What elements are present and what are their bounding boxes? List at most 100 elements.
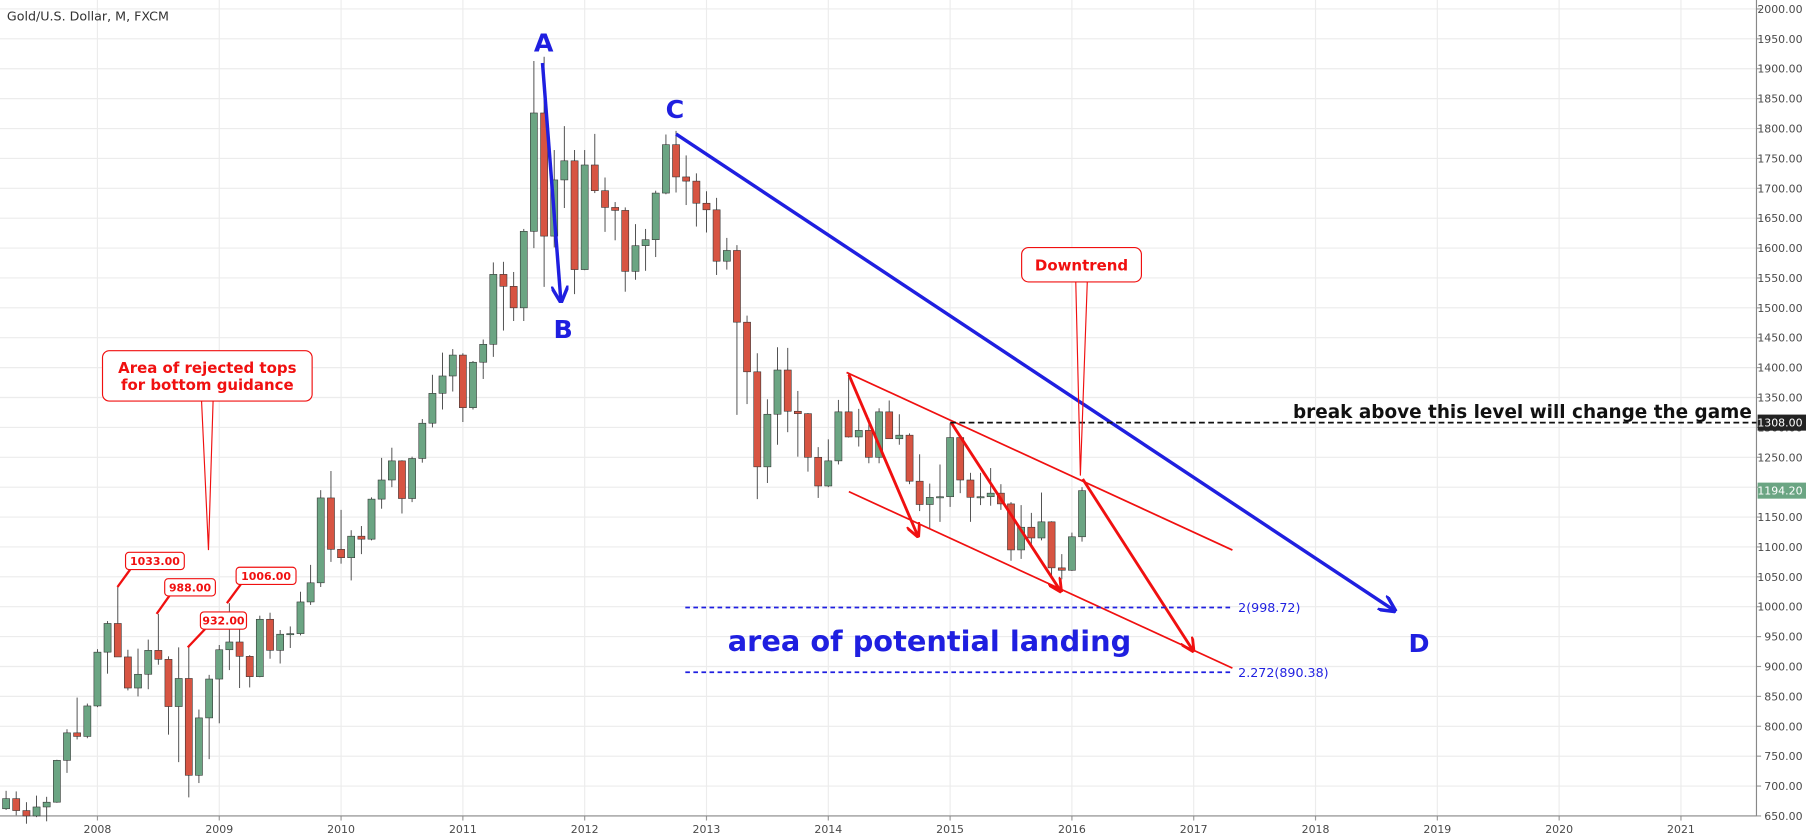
candle-body [682, 176, 690, 182]
candle-body [936, 496, 944, 499]
candle-body [1057, 567, 1066, 571]
candle-body [469, 361, 477, 408]
candle-body [408, 458, 416, 499]
wave-arrow [847, 374, 918, 537]
candle-body [144, 650, 153, 675]
price-label: 932.00 [202, 615, 245, 628]
candle-body [388, 460, 396, 481]
y-tick-label: 1650.00 [1757, 212, 1802, 225]
candle-body [2, 798, 10, 810]
x-tick-label: 2016 [1058, 823, 1086, 836]
candle-body [976, 496, 985, 499]
candle-body [1037, 521, 1046, 539]
x-tick-label: 2009 [205, 823, 233, 836]
callout-pointer [200, 401, 214, 551]
candle-body [865, 430, 873, 458]
candle-body [347, 535, 356, 558]
y-tick-label: 850.00 [1764, 690, 1802, 703]
y-tick-label: 700.00 [1764, 780, 1802, 793]
y-tick-label: 1100.00 [1757, 541, 1802, 554]
candle-body [590, 164, 599, 191]
candle-body [266, 618, 274, 651]
x-tick-label: 2010 [327, 823, 355, 836]
candle-body [712, 209, 721, 262]
y-tick-label: 1050.00 [1757, 571, 1802, 584]
candle-body [134, 673, 142, 689]
candle-body [12, 798, 21, 811]
candle-body [235, 641, 244, 657]
candle-body [124, 656, 132, 689]
candle-body [854, 430, 863, 438]
price-pointer [186, 628, 206, 649]
candle-body [398, 460, 406, 499]
x-tick-label: 2021 [1667, 823, 1695, 836]
candle-body [621, 210, 630, 272]
candle-body [773, 369, 782, 415]
candle-body [905, 434, 914, 482]
y-tick-label: 1000.00 [1757, 601, 1802, 614]
wave-arrow [950, 422, 1060, 591]
candle-body [692, 180, 701, 204]
wave-arrow [1081, 478, 1194, 651]
candle-body [113, 623, 122, 658]
candle-body [580, 164, 589, 270]
candle-body [1027, 526, 1036, 539]
y-tick-label: 1400.00 [1757, 362, 1802, 375]
candle-body [722, 250, 731, 262]
wave-point: D [1408, 629, 1429, 658]
candle-body [519, 231, 528, 309]
candle-body [306, 582, 315, 603]
level-label: 1308.00 [1757, 417, 1802, 430]
x-tick-label: 2014 [814, 823, 842, 836]
wave-point: B [554, 315, 573, 344]
drawings [540, 62, 1394, 669]
candle-body [276, 633, 284, 651]
callout-pointer [1075, 281, 1088, 476]
candle-body [540, 112, 548, 237]
x-tick-label: 2012 [571, 823, 599, 836]
trend-arrow [540, 62, 560, 301]
price-box [199, 611, 248, 630]
candle-body [357, 535, 366, 540]
candle-body [743, 321, 751, 373]
price-label: 1006.00 [241, 570, 291, 583]
candle-body [783, 369, 792, 412]
callout-box [101, 350, 313, 402]
x-tick-label: 2008 [84, 823, 112, 836]
candle-body [1047, 521, 1056, 569]
price-pointer [155, 595, 171, 615]
candle-body [489, 274, 498, 345]
y-tick-label: 2000.00 [1757, 3, 1802, 16]
candles [2, 56, 1086, 824]
candle-body [73, 732, 81, 737]
last-price-box [1757, 482, 1806, 499]
fib-label: 2.272(890.38) [1238, 665, 1328, 680]
candle-body [794, 410, 802, 414]
candle-body [296, 601, 305, 634]
price-pointer [225, 583, 242, 604]
candle-body [570, 160, 579, 270]
candle-body [225, 641, 234, 651]
callout-box [1021, 246, 1142, 283]
candle-body [986, 492, 995, 498]
candle-body [1017, 526, 1025, 551]
candle-body [53, 760, 61, 803]
y-tick-label: 900.00 [1764, 661, 1802, 674]
candle-body [184, 678, 193, 776]
candle-body [154, 650, 163, 660]
candle-body [834, 411, 843, 462]
y-tick-label: 1350.00 [1757, 392, 1802, 405]
candle-body [103, 623, 112, 653]
y-tick-label: 1500.00 [1757, 302, 1802, 315]
candle-body [479, 344, 488, 363]
callout-text: Downtrend [1035, 256, 1128, 274]
candle-body [631, 245, 640, 272]
y-tick-label: 1450.00 [1757, 332, 1802, 345]
candle-body [509, 286, 518, 309]
candle-body [174, 678, 183, 707]
wave-point: A [534, 29, 554, 58]
candle-body [956, 437, 965, 481]
last-price-label: 1194.20 [1757, 485, 1802, 498]
candle-body [337, 549, 345, 558]
